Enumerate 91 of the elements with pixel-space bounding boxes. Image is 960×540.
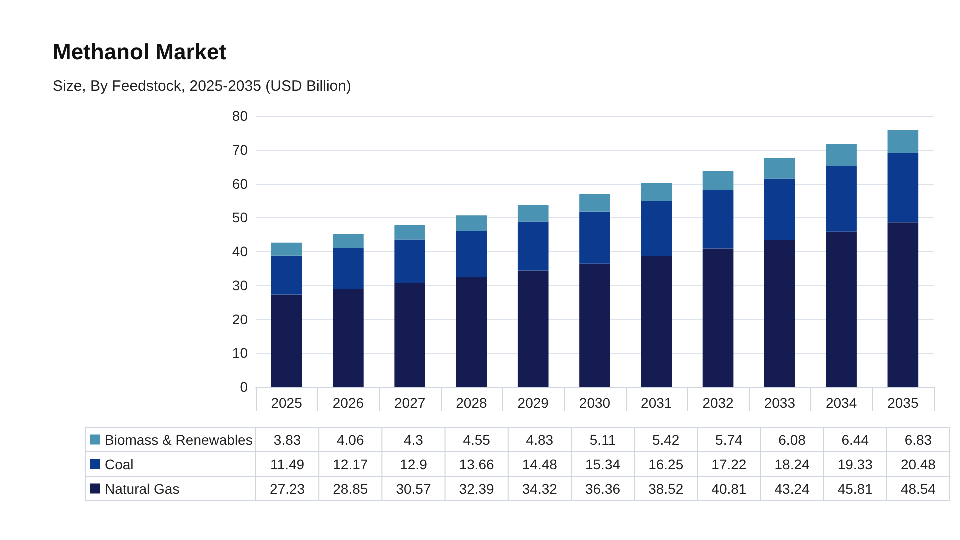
bar	[271, 294, 302, 387]
bar	[702, 170, 734, 190]
bar	[641, 256, 672, 387]
bar	[641, 201, 672, 257]
x-tick-label: 2028	[456, 395, 488, 411]
data-label: 13.66	[459, 456, 495, 472]
bar	[826, 144, 857, 166]
x-tick-label: 2029	[518, 395, 550, 411]
data-label: 4.83	[526, 432, 554, 448]
bar	[764, 240, 796, 387]
data-label: 4.55	[463, 432, 491, 448]
bar	[764, 158, 796, 179]
bar	[888, 222, 919, 387]
x-tick-label: 2031	[641, 395, 672, 411]
data-label: 45.81	[838, 480, 874, 497]
x-tick-label: 2030	[579, 395, 611, 411]
bar	[518, 222, 549, 271]
data-label: 6.44	[842, 432, 870, 448]
data-label: 17.22	[712, 456, 747, 472]
y-tick-label: 20	[232, 311, 248, 328]
bar	[888, 130, 919, 154]
bar	[271, 242, 302, 256]
y-tick-label: 70	[232, 142, 248, 158]
x-tick-label: 2026	[332, 395, 364, 411]
data-label: 27.23	[270, 480, 306, 497]
x-tick-label: 2034	[826, 395, 858, 411]
bar	[764, 178, 796, 241]
bar	[333, 234, 364, 248]
data-label: 30.57	[396, 480, 432, 497]
data-label: 15.34	[585, 456, 621, 472]
bar	[641, 183, 672, 202]
data-label: 5.11	[590, 432, 616, 448]
legend-label: Natural Gas	[105, 480, 180, 497]
x-tick-label: 2035	[888, 395, 919, 411]
bar	[702, 190, 734, 249]
y-tick-label: 60	[232, 176, 248, 192]
data-label: 43.24	[774, 480, 810, 497]
data-label: 32.39	[459, 480, 495, 497]
bar	[333, 248, 364, 290]
data-label: 14.48	[522, 456, 558, 472]
data-label: 18.24	[774, 456, 810, 472]
data-label: 6.08	[778, 432, 806, 448]
bar	[826, 232, 857, 387]
x-tick-label: 2032	[702, 395, 734, 411]
bar	[888, 153, 919, 223]
y-tick-label: 0	[240, 379, 248, 395]
chart-subtitle: Size, By Feedstock, 2025-2035 (USD Billion)	[53, 78, 352, 95]
y-tick-label: 30	[232, 277, 248, 294]
bar	[518, 205, 549, 222]
data-label: 48.54	[900, 480, 936, 497]
data-label: 28.85	[333, 480, 368, 497]
bar	[580, 194, 610, 212]
data-label: 11.49	[270, 456, 305, 472]
legend-label: Biomass & Renewables	[105, 432, 253, 448]
bar	[518, 270, 549, 387]
bar	[271, 256, 302, 295]
data-label: 12.9	[400, 456, 428, 472]
bar	[826, 166, 857, 232]
bar	[456, 216, 488, 232]
data-label: 34.32	[522, 480, 558, 497]
y-tick-label: 80	[232, 108, 248, 124]
bar	[456, 277, 488, 387]
bar	[394, 225, 426, 240]
data-label: 38.52	[648, 480, 684, 497]
bar	[394, 240, 426, 284]
y-tick-label: 50	[232, 210, 248, 226]
bar	[702, 248, 734, 387]
data-label: 40.81	[712, 480, 747, 497]
x-tick-label: 2027	[394, 395, 426, 411]
data-label: 4.06	[337, 432, 364, 448]
data-label: 5.42	[652, 432, 680, 448]
data-label: 4.3	[404, 432, 424, 448]
data-label: 12.17	[333, 456, 368, 472]
chart-title: Methanol Market	[53, 40, 228, 64]
legend-label: Coal	[105, 456, 134, 472]
data-label: 3.83	[274, 432, 302, 448]
y-tick-label: 40	[232, 244, 248, 260]
x-tick-label: 2025	[271, 395, 303, 411]
bar	[394, 283, 426, 387]
data-label: 36.36	[585, 480, 621, 497]
data-label: 5.74	[716, 432, 744, 448]
x-tick-label: 2033	[764, 395, 796, 411]
bar	[456, 231, 488, 278]
data-label: 6.83	[904, 432, 932, 448]
data-label: 19.33	[838, 456, 874, 472]
bar	[580, 264, 610, 387]
bar	[580, 212, 610, 264]
y-tick-label: 10	[232, 345, 248, 362]
data-label: 20.48	[900, 456, 936, 472]
bar	[333, 289, 364, 387]
data-label: 16.25	[648, 456, 684, 472]
